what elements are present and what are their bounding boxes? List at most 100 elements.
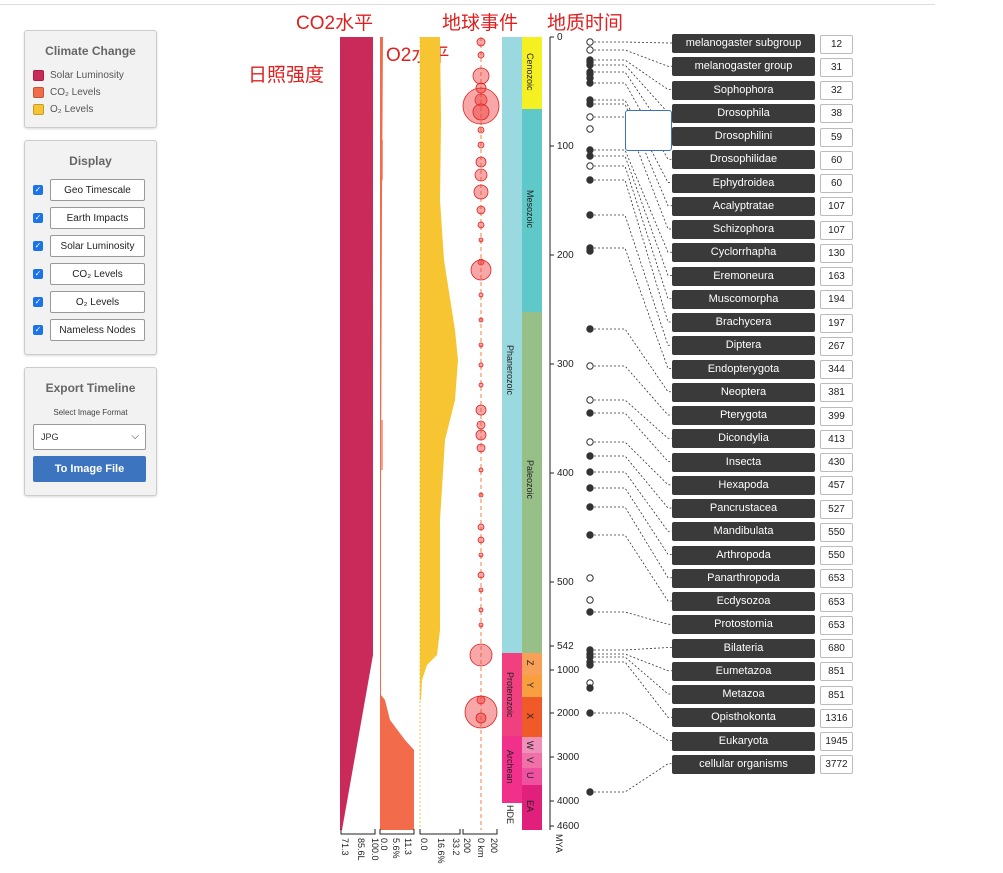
taxon-label[interactable]: Cyclorrhapha — [672, 243, 815, 263]
impact-marker[interactable] — [478, 552, 484, 558]
taxon-label[interactable]: Drosophila — [672, 103, 815, 123]
impact-marker[interactable] — [477, 523, 485, 531]
taxon-label[interactable]: Eukaryota — [672, 731, 815, 751]
taxon-label[interactable]: Pterygota — [672, 406, 815, 425]
geo-timescale-button[interactable]: Geo Timescale — [50, 179, 145, 201]
tree-node[interactable] — [586, 325, 594, 333]
o2-levels-checkbox[interactable]: ✓ — [33, 297, 43, 307]
tree-node[interactable] — [586, 684, 594, 692]
taxon-label[interactable]: Neoptera — [672, 382, 815, 402]
impact-marker[interactable] — [476, 205, 486, 215]
tree-node[interactable] — [586, 38, 594, 46]
tree-node[interactable] — [586, 362, 594, 370]
tree-node[interactable] — [586, 211, 594, 219]
impact-marker[interactable] — [477, 51, 485, 59]
impact-marker[interactable] — [478, 607, 484, 613]
impact-marker[interactable] — [477, 536, 485, 544]
impact-marker[interactable] — [476, 443, 486, 453]
tree-node[interactable] — [586, 152, 594, 160]
tree-node[interactable] — [586, 788, 594, 796]
taxon-label[interactable]: Opisthokonta — [672, 708, 815, 728]
taxon-label[interactable]: Ecdysozoa — [672, 592, 815, 611]
tree-node[interactable] — [586, 468, 594, 476]
taxon-label[interactable]: Brachycera — [672, 313, 815, 332]
impact-marker[interactable] — [472, 67, 490, 85]
taxon-label[interactable]: Dicondylia — [672, 429, 815, 449]
export-image-button[interactable]: To Image File — [33, 456, 146, 482]
tree-node[interactable] — [586, 661, 594, 669]
tree-node[interactable] — [586, 125, 594, 133]
tree-node[interactable] — [586, 596, 594, 604]
impact-marker[interactable] — [475, 404, 487, 416]
tree-node[interactable] — [586, 247, 594, 255]
taxon-label[interactable]: Ephydroidea — [672, 173, 815, 193]
impact-marker[interactable] — [478, 467, 484, 473]
co2-levels-button[interactable]: CO₂ Levels — [50, 263, 145, 285]
taxon-label[interactable]: Eumetazoa — [672, 661, 815, 681]
impact-marker[interactable] — [475, 712, 487, 724]
tree-node[interactable] — [586, 531, 594, 539]
taxon-label[interactable]: melanogaster group — [672, 57, 815, 77]
nameless-nodes-button[interactable]: Nameless Nodes — [50, 319, 145, 341]
impact-marker[interactable] — [478, 237, 484, 243]
tree-node[interactable] — [586, 709, 594, 717]
impact-marker[interactable] — [469, 643, 493, 667]
impact-marker[interactable] — [475, 429, 487, 441]
taxon-label[interactable]: melanogaster subgroup — [672, 34, 815, 53]
impact-marker[interactable] — [476, 420, 486, 430]
impact-marker[interactable] — [462, 87, 500, 125]
tree-node[interactable] — [586, 162, 594, 170]
tree-node[interactable] — [586, 396, 594, 404]
impact-marker[interactable] — [478, 362, 484, 368]
nameless-nodes-checkbox[interactable]: ✓ — [33, 325, 43, 335]
selection-box[interactable] — [625, 110, 672, 151]
solar-luminosity-button[interactable]: Solar Luminosity — [50, 235, 145, 257]
impact-marker[interactable] — [474, 168, 488, 182]
format-select[interactable]: JPG ⌵ — [33, 424, 146, 450]
impact-marker[interactable] — [477, 571, 485, 579]
taxon-label[interactable]: Eremoneura — [672, 266, 815, 286]
taxon-label[interactable]: Protostomia — [672, 615, 815, 635]
tree-node[interactable] — [586, 484, 594, 492]
impact-marker[interactable] — [476, 37, 486, 47]
tree-node[interactable] — [586, 438, 594, 446]
tree-node[interactable] — [586, 46, 594, 54]
tree-node[interactable] — [586, 146, 594, 154]
taxon-label[interactable]: Drosophilidae — [672, 150, 815, 170]
tree-node[interactable] — [586, 79, 594, 87]
impact-marker[interactable] — [475, 156, 487, 168]
earth-impacts-checkbox[interactable]: ✓ — [33, 213, 43, 223]
o2-levels-button[interactable]: O₂ Levels — [50, 291, 145, 313]
tree-node[interactable] — [586, 100, 594, 108]
taxon-label[interactable]: Pancrustacea — [672, 499, 815, 518]
tree-node[interactable] — [586, 574, 594, 582]
taxon-label[interactable]: Muscomorpha — [672, 289, 815, 309]
impact-marker[interactable] — [478, 382, 484, 388]
taxon-label[interactable]: Acalyptratae — [672, 196, 815, 216]
impact-marker[interactable] — [474, 93, 488, 107]
co2-levels-checkbox[interactable]: ✓ — [33, 269, 43, 279]
impact-marker[interactable] — [478, 622, 484, 628]
taxon-label[interactable]: Drosophilini — [672, 127, 815, 146]
taxon-label[interactable]: Sophophora — [672, 80, 815, 100]
taxon-label[interactable]: Hexapoda — [672, 475, 815, 495]
tree-node[interactable] — [586, 176, 594, 184]
taxon-label[interactable]: Panarthropoda — [672, 568, 815, 588]
tree-node[interactable] — [586, 608, 594, 616]
impact-marker[interactable] — [478, 317, 484, 323]
impact-marker[interactable] — [473, 184, 489, 200]
impact-marker[interactable] — [470, 259, 492, 281]
impact-marker[interactable] — [477, 221, 485, 229]
impact-marker[interactable] — [472, 103, 490, 121]
taxon-label[interactable]: Arthropoda — [672, 545, 815, 565]
impact-marker[interactable] — [478, 587, 484, 593]
solar-luminosity-checkbox[interactable]: ✓ — [33, 241, 43, 251]
geo-timescale-checkbox[interactable]: ✓ — [33, 185, 43, 195]
earth-impacts-button[interactable]: Earth Impacts — [50, 207, 145, 229]
taxon-label[interactable]: Insecta — [672, 452, 815, 472]
taxon-label[interactable]: Schizophora — [672, 220, 815, 239]
impact-marker[interactable] — [478, 342, 484, 348]
impact-marker[interactable] — [464, 695, 498, 729]
impact-marker[interactable] — [478, 492, 484, 498]
taxon-label[interactable]: Metazoa — [672, 685, 815, 704]
